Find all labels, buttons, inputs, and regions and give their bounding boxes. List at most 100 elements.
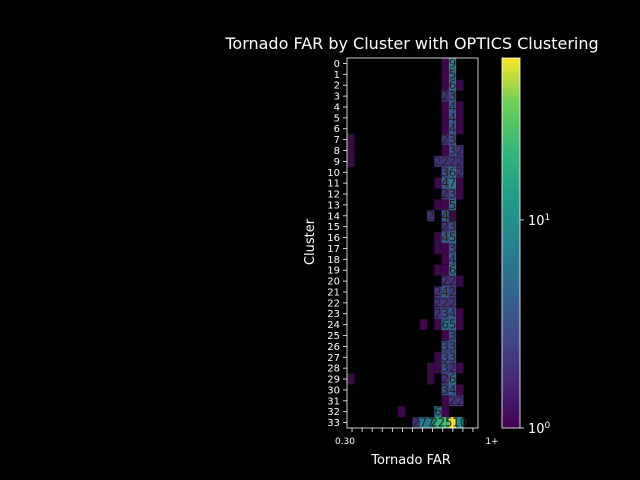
y-tick-label: 29	[327, 375, 340, 386]
heatmap-cell	[448, 221, 457, 233]
y-tick-label: 32	[327, 407, 340, 418]
heatmap-cell	[347, 134, 355, 146]
heatmap-cell	[347, 373, 355, 385]
y-tick-label: 4	[334, 102, 340, 113]
y-tick-label: 2	[334, 81, 340, 92]
cell-value-label: 2	[456, 394, 464, 408]
heatmap-cell	[441, 123, 449, 135]
heatmap-cell	[434, 232, 442, 243]
x-tick-label-first: 0.30	[335, 437, 355, 447]
heatmap-cell	[448, 373, 457, 385]
y-tick-label: 13	[327, 200, 340, 211]
heatmap-cell	[448, 101, 457, 113]
heatmap-cell	[448, 177, 457, 189]
cell-value-label: 1	[434, 263, 442, 277]
cell-value-label: 1	[441, 329, 449, 343]
heatmap-cell	[441, 166, 449, 178]
heatmap-cell	[448, 232, 457, 243]
y-tick-label: 12	[327, 190, 340, 201]
heatmap-cell	[441, 417, 449, 428]
cell-value-label: 2	[412, 416, 420, 430]
cell-value-label: 1	[456, 176, 464, 190]
chart-title: Tornado FAR by Cluster with OPTICS Clust…	[224, 34, 598, 53]
heatmap-cell	[441, 384, 449, 396]
cell-value-label: 2	[441, 154, 449, 168]
heatmap-cell	[448, 253, 457, 265]
y-tick-label: 21	[327, 287, 340, 298]
cell-value-label: 3	[449, 220, 457, 234]
cell-value-label: 3	[449, 339, 457, 353]
cell-value-label: 2	[449, 285, 457, 299]
heatmap-cell	[441, 286, 449, 298]
y-tick-label: 15	[327, 222, 340, 233]
cell-value-label: 7	[420, 416, 428, 430]
cell-value-label: 7	[427, 416, 435, 430]
cell-value-label: 1	[441, 111, 449, 125]
cell-value-label: 1	[427, 361, 435, 375]
heatmap-cell	[456, 155, 464, 167]
cell-value-label: 4	[441, 209, 449, 223]
cell-value-label: 2	[441, 372, 449, 386]
cell-value-label: 2	[441, 274, 449, 288]
cell-value-label: 7	[449, 176, 457, 190]
cell-value-label: 2	[434, 296, 442, 310]
cell-value-label: 1	[456, 100, 464, 114]
cell-value-label: 2	[441, 220, 449, 234]
heatmap-cell	[434, 297, 442, 309]
y-tick-label: 3	[334, 92, 340, 103]
heatmap-cell	[441, 199, 449, 211]
cell-value-label: 2	[441, 296, 449, 310]
cell-value-label: 1	[441, 263, 449, 277]
heatmap-cell	[448, 210, 457, 222]
cell-value-label: 4	[449, 122, 457, 136]
y-tick-label: 11	[327, 179, 340, 190]
heatmap-cell	[448, 362, 457, 374]
cell-value-label: 1	[456, 307, 464, 321]
cell-value-label: 6	[449, 263, 457, 277]
cell-value-label: 1	[427, 372, 435, 386]
heatmap-cell	[456, 145, 464, 156]
cell-value-label: 3	[449, 187, 457, 201]
heatmap-cell	[448, 155, 457, 167]
heatmap-cell	[441, 264, 449, 276]
heatmap-cell	[448, 79, 457, 91]
cell-value-label: 1	[347, 372, 355, 386]
plot-area: 1 91 51 6 12 31 4 11 4 11 4 11 2 31 1 3 21 2 2 2 23 6 21 4 7 12 3 1…	[346, 56, 479, 430]
heatmap-cell	[434, 286, 442, 298]
heatmap-cell	[441, 155, 449, 167]
y-tick-label: 25	[327, 331, 340, 342]
colorbar-gradient	[501, 57, 521, 429]
heatmap-cell	[441, 210, 449, 222]
y-tick-label: 22	[327, 298, 340, 309]
cell-value-label: 1	[441, 144, 449, 158]
heatmap-cell	[441, 177, 449, 189]
heatmap-cell	[456, 166, 464, 178]
heatmap-cell	[441, 297, 449, 309]
heatmap-cell	[434, 406, 442, 418]
heatmap-cell	[441, 68, 449, 80]
colorbar-tick-label: 101	[528, 213, 550, 229]
y-tick-label: 23	[327, 309, 340, 320]
y-tick-label: 0	[334, 59, 340, 70]
y-tick-label: 26	[327, 342, 340, 353]
y-tick-label: 18	[327, 255, 340, 266]
cell-value-label: 4	[449, 383, 457, 397]
heatmap-cell	[397, 406, 406, 418]
heatmap-cell	[448, 90, 457, 102]
heatmap-cell	[441, 406, 449, 418]
heatmap-cell	[441, 58, 449, 69]
heatmap-cell	[448, 384, 457, 396]
cell-value-label: 2	[456, 144, 464, 158]
cell-value-label: 3	[449, 350, 457, 364]
cell-value-label: 1	[449, 209, 457, 223]
cell-value-label: 5	[449, 198, 457, 212]
heatmap-cell	[456, 417, 464, 428]
heatmap-cell	[448, 112, 457, 124]
heatmap-cell	[441, 145, 449, 156]
heatmap-cell	[441, 253, 449, 265]
cell-value-label: 3	[441, 383, 449, 397]
cell-value-label: 1	[434, 176, 442, 190]
cell-value-label: 1	[456, 187, 464, 201]
cell-value-label: 3	[441, 361, 449, 375]
cell-value-label: 1	[456, 383, 464, 397]
